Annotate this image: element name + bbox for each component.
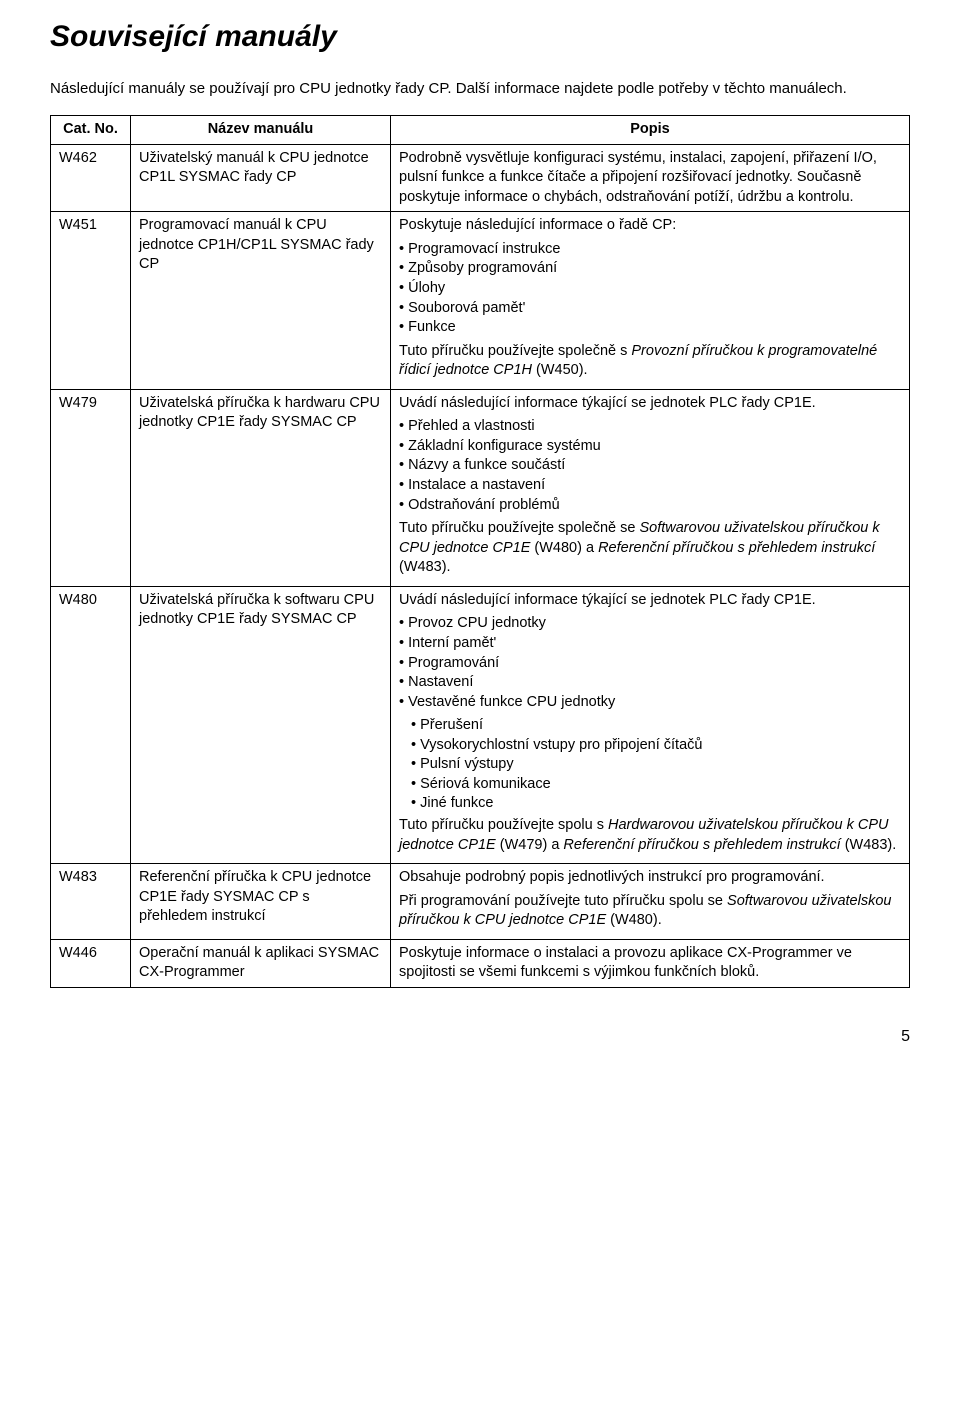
bullet-item: Odstraňování problémů <box>399 496 901 516</box>
desc-bullets: Přehled a vlastnosti Základní konfigurac… <box>399 417 901 515</box>
cell-name: Operační manuál k aplikaci SYSMAC CX-Pro… <box>131 939 391 987</box>
cell-desc: Uvádí následující informace týkající se … <box>391 389 910 586</box>
trail-post: (W483). <box>399 559 451 575</box>
sub-bullet-item: Vysokorychlostní vstupy pro připojení čí… <box>411 736 901 756</box>
cell-desc: Poskytuje informace o instalaci a provoz… <box>391 939 910 987</box>
cell-desc: Poskytuje následující informace o řadě C… <box>391 212 910 390</box>
trail-pre: Tuto příručku používejte společně se <box>399 520 639 536</box>
bullet-item: Programování <box>399 654 901 674</box>
sub-bullet-item: Přerušení <box>411 716 901 736</box>
desc-para: Obsahuje podrobný popis jednotlivých ins… <box>399 868 901 888</box>
table-row: W480 Uživatelská příručka k softwaru CPU… <box>51 586 910 863</box>
table-row: W451 Programovací manuál k CPU jednotce … <box>51 212 910 390</box>
cell-name: Referenční příručka k CPU jednotce CP1E … <box>131 864 391 940</box>
cell-catno: W479 <box>51 389 131 586</box>
cell-catno: W451 <box>51 212 131 390</box>
page-number: 5 <box>50 1028 910 1046</box>
trail-pre: Tuto příručku používejte společně s <box>399 343 631 359</box>
col-header-desc: Popis <box>391 116 910 145</box>
cell-name: Programovací manuál k CPU jednotce CP1H/… <box>131 212 391 390</box>
trail-pre: Tuto příručku používejte spolu s <box>399 817 608 833</box>
trail-post: (W483). <box>841 837 897 853</box>
cell-catno: W462 <box>51 144 131 212</box>
cell-name: Uživatelská příručka k softwaru CPU jedn… <box>131 586 391 863</box>
intro-paragraph: Následující manuály se používají pro CPU… <box>50 78 910 99</box>
table-row: W446 Operační manuál k aplikaci SYSMAC C… <box>51 939 910 987</box>
cell-catno: W480 <box>51 586 131 863</box>
bullet-item: Vestavěné funkce CPU jednotky <box>399 693 901 713</box>
desc-sub-bullets: Přerušení Vysokorychlostní vstupy pro př… <box>399 716 901 814</box>
trail-ital2: Referenční příručkou s přehledem instruk… <box>598 540 875 556</box>
bullet-item: Provoz CPU jednotky <box>399 614 901 634</box>
desc-lead: Uvádí následující informace týkající se … <box>399 394 901 414</box>
desc-trail: Při programování používejte tuto příručk… <box>399 892 901 931</box>
bullet-item: Přehled a vlastnosti <box>399 417 901 437</box>
desc-lead: Uvádí následující informace týkající se … <box>399 591 901 611</box>
bullet-item: Instalace a nastavení <box>399 476 901 496</box>
sub-bullet-item: Sériová komunikace <box>411 775 901 795</box>
desc-bullets: Programovací instrukce Způsoby programov… <box>399 240 901 338</box>
table-row: W483 Referenční příručka k CPU jednotce … <box>51 864 910 940</box>
cell-name: Uživatelská příručka k hardwaru CPU jedn… <box>131 389 391 586</box>
desc-bullets: Provoz CPU jednotky Interní pamět' Progr… <box>399 614 901 712</box>
manuals-table: Cat. No. Název manuálu Popis W462 Uživat… <box>50 115 910 988</box>
trail-post: (W480). <box>606 912 662 928</box>
bullet-item: Nastavení <box>399 673 901 693</box>
sub-bullet-item: Pulsní výstupy <box>411 755 901 775</box>
cell-name: Uživatelský manuál k CPU jednotce CP1L S… <box>131 144 391 212</box>
col-header-name: Název manuálu <box>131 116 391 145</box>
cell-desc: Obsahuje podrobný popis jednotlivých ins… <box>391 864 910 940</box>
page-title: Související manuály <box>50 20 910 54</box>
col-header-catno: Cat. No. <box>51 116 131 145</box>
bullet-item: Způsoby programování <box>399 259 901 279</box>
cell-catno: W446 <box>51 939 131 987</box>
cell-desc: Uvádí následující informace týkající se … <box>391 586 910 863</box>
desc-lead: Poskytuje následující informace o řadě C… <box>399 216 901 236</box>
bullet-item: Základní konfigurace systému <box>399 437 901 457</box>
table-header-row: Cat. No. Název manuálu Popis <box>51 116 910 145</box>
cell-desc: Podrobně vysvětluje konfiguraci systému,… <box>391 144 910 212</box>
table-row: W462 Uživatelský manuál k CPU jednotce C… <box>51 144 910 212</box>
cell-catno: W483 <box>51 864 131 940</box>
desc-trail: Tuto příručku používejte společně se Sof… <box>399 519 901 578</box>
trail-mid: (W479) a <box>496 837 564 853</box>
bullet-item: Úlohy <box>399 279 901 299</box>
bullet-item: Názvy a funkce součástí <box>399 456 901 476</box>
bullet-item: Interní pamět' <box>399 634 901 654</box>
sub-bullet-item: Jiné funkce <box>411 794 901 814</box>
bullet-item: Funkce <box>399 318 901 338</box>
trail-pre: Při programování používejte tuto příručk… <box>399 893 727 909</box>
bullet-item: Programovací instrukce <box>399 240 901 260</box>
bullet-item: Souborová pamět' <box>399 299 901 319</box>
trail-mid: (W480) a <box>530 540 598 556</box>
trail-post: (W450). <box>532 362 588 378</box>
desc-trail: Tuto příručku používejte spolu s Hardwar… <box>399 816 901 855</box>
trail-ital2: Referenční příručkou s přehledem instruk… <box>563 837 840 853</box>
desc-trail: Tuto příručku používejte společně s Prov… <box>399 342 901 381</box>
table-row: W479 Uživatelská příručka k hardwaru CPU… <box>51 389 910 586</box>
